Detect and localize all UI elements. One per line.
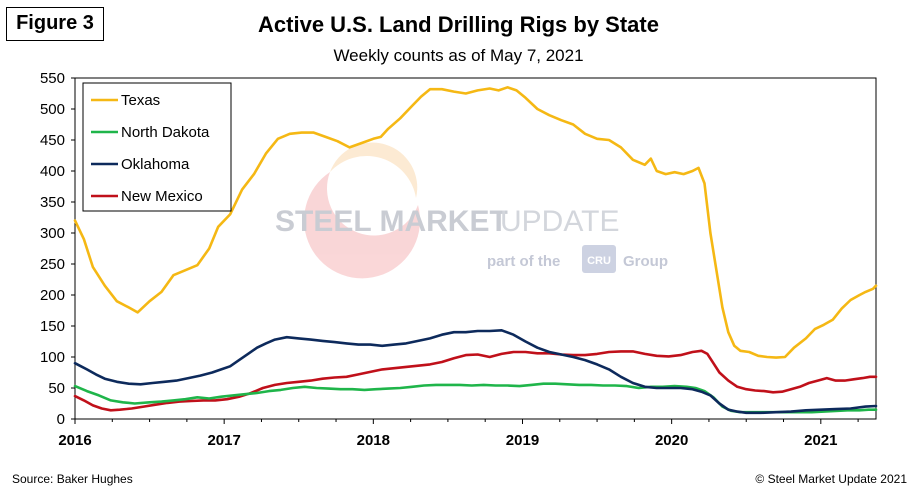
y-tick-label: 200 (40, 287, 65, 304)
y-tick-label: 550 (40, 70, 65, 87)
y-tick-label: 450 (40, 132, 65, 149)
x-tick-label: 2019 (506, 432, 539, 449)
legend: Texas North Dakota Oklahoma New Mexico (82, 82, 232, 212)
x-tick-label: 2018 (357, 432, 390, 449)
source-note: Source: Baker Hughes (12, 472, 133, 486)
legend-label: New Mexico (121, 188, 203, 205)
series-line-north-dakota (73, 382, 878, 414)
x-tick-label: 2017 (207, 432, 240, 449)
axes: 0 50 100 150 200 250 300 350 400 450 500 550 2016 201… (40, 70, 877, 449)
chart-title: Active U.S. Land Drilling Rigs by State (258, 12, 659, 37)
y-tick-label: 50 (48, 380, 65, 397)
watermark-brand-light: UPDATE (500, 205, 619, 238)
y-tick-label: 500 (40, 101, 65, 118)
legend-box (82, 82, 232, 212)
y-tick-label: 0 (57, 411, 65, 428)
y-tick-label: 400 (40, 163, 65, 180)
figure-label: Figure 3 (6, 7, 104, 41)
y-tick-label: 100 (40, 349, 65, 366)
y-tick-label: 300 (40, 225, 65, 242)
x-tick-label: 2016 (58, 432, 91, 449)
watermark-cru-logo-icon (582, 245, 616, 273)
legend-label: North Dakota (121, 124, 210, 141)
chart-subtitle: Weekly counts as of May 7, 2021 (333, 46, 584, 65)
watermark-cru-text: CRU (587, 255, 611, 267)
x-tick-label: 2021 (804, 432, 837, 449)
watermark-brand-main: STEEL MARKET (275, 205, 508, 238)
series-line-oklahoma (73, 329, 878, 415)
series-line-texas (73, 86, 878, 359)
legend-label: Texas (121, 92, 160, 109)
watermark-tagline-after: Group (623, 253, 668, 270)
series-line-new-mexico (73, 349, 878, 412)
y-tick-label: 350 (40, 194, 65, 211)
copyright-note: © Steel Market Update 2021 (755, 472, 907, 486)
watermark-swoosh-icon (304, 142, 421, 279)
legend-label: Oklahoma (121, 156, 190, 173)
watermark: STEEL MARKET UPDATE part of the CRU Grou… (275, 142, 668, 279)
y-tick-label: 150 (40, 318, 65, 335)
y-tick-label: 250 (40, 256, 65, 273)
series-lines (73, 86, 878, 415)
watermark-tagline-before: part of the (487, 253, 560, 270)
plot-area-frame (74, 77, 877, 420)
x-tick-label: 2020 (655, 432, 688, 449)
